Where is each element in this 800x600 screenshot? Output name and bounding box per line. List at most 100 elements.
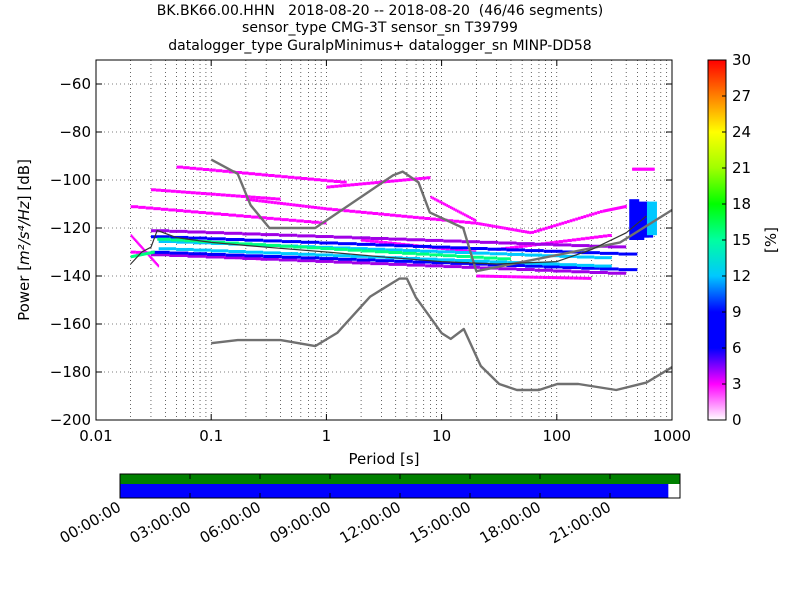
heatmap-cell — [463, 213, 466, 217]
heatmap-cell — [288, 218, 297, 222]
heatmap-cell — [150, 229, 170, 233]
heatmap-cell — [402, 251, 416, 255]
heatmap-cell — [374, 240, 379, 244]
heatmap-cell — [470, 255, 484, 259]
heatmap-cell — [255, 196, 261, 200]
heatmap-cell — [449, 205, 452, 209]
heatmap-cell — [311, 220, 319, 224]
heatmap-cell — [494, 274, 499, 278]
heatmap-cell — [607, 208, 609, 212]
y-axis-label-suffix: ] [dB] — [15, 159, 33, 201]
heatmap-cell — [498, 267, 517, 271]
heatmap-cell — [412, 215, 419, 219]
heatmap-cell — [268, 174, 275, 177]
heatmap-cell — [210, 249, 229, 253]
heatmap-cell — [527, 243, 533, 247]
heatmap-cell — [470, 216, 473, 220]
heatmap-cell — [599, 210, 603, 214]
heatmap-cell — [265, 196, 271, 200]
heatmap-cell — [252, 243, 267, 247]
heatmap-cell — [360, 210, 367, 214]
heatmap-cell — [575, 217, 578, 221]
heatmap-cell — [261, 173, 269, 177]
heatmap-cell — [635, 167, 637, 171]
heatmap-cell — [489, 260, 508, 264]
heatmap-cell — [306, 246, 321, 250]
heatmap-cell — [620, 205, 623, 209]
heatmap-cell — [580, 237, 586, 241]
heatmap-cell — [648, 167, 650, 171]
heatmap-cell — [529, 275, 534, 279]
heatmap-cell — [155, 188, 161, 192]
heatmap-cell — [184, 239, 199, 243]
heatmap-cell — [437, 250, 455, 254]
heatmap-cell — [553, 269, 572, 273]
heatmap-cell — [450, 246, 469, 250]
y-tick-label: −180 — [50, 363, 91, 381]
heatmap-cell — [509, 246, 515, 250]
heatmap-cell — [499, 225, 502, 229]
heatmap-cell — [190, 210, 199, 214]
heatmap-cell — [525, 275, 530, 279]
heatmap-cell — [458, 210, 461, 214]
timeline-tick-label: 21:00:00 — [547, 498, 614, 547]
heatmap-cell — [602, 209, 605, 213]
heatmap-column — [646, 201, 657, 236]
heatmap-cell — [442, 202, 445, 206]
heatmap-cell — [170, 238, 185, 242]
heatmap-cell — [443, 239, 462, 243]
heatmap-cell — [445, 247, 450, 251]
heatmap-cell — [431, 245, 451, 249]
heatmap-cell — [193, 248, 211, 252]
heatmap-cell — [340, 180, 347, 184]
heatmap-cell — [485, 274, 490, 278]
heatmap-cell — [350, 183, 355, 187]
heatmap-cell — [580, 215, 584, 219]
heatmap-cell — [175, 190, 181, 194]
heatmap-cell — [446, 204, 449, 208]
heatmap-cell — [544, 226, 548, 230]
heatmap-cell — [512, 228, 515, 232]
heatmap-cell — [622, 205, 625, 209]
y-axis-label: Power [m²/s⁴/Hz] [dB] — [15, 159, 33, 321]
heatmap-cell — [432, 196, 434, 200]
y-tick-label: −120 — [50, 219, 91, 237]
heatmap-cell — [342, 184, 347, 188]
heatmap-cell — [609, 208, 612, 212]
heatmap-cell — [365, 239, 370, 243]
heatmap-cell — [158, 247, 177, 251]
heatmap-cell — [241, 171, 249, 175]
heatmap-cell — [361, 249, 375, 253]
heatmap-cell — [558, 222, 562, 226]
heatmap-cell — [650, 167, 653, 171]
heatmap-cell — [465, 214, 468, 218]
heatmap-cell — [554, 240, 559, 244]
heatmap-cell — [533, 230, 537, 234]
heatmap-cell — [332, 254, 351, 258]
heatmap-cell — [534, 242, 554, 246]
heatmap-cell — [594, 211, 598, 215]
heatmap-cell — [187, 254, 206, 258]
heatmap-cell — [506, 264, 526, 267]
heatmap-cell — [514, 228, 517, 232]
heatmap-cell — [451, 206, 454, 210]
heatmap-cell — [135, 254, 137, 258]
heatmap-cell — [536, 229, 540, 233]
heatmap-cell — [142, 247, 145, 251]
heatmap-cell — [378, 180, 383, 184]
heatmap-cell — [488, 224, 492, 228]
heatmap-cell — [454, 248, 459, 252]
heatmap-cell — [472, 259, 490, 263]
heatmap-cell — [235, 194, 241, 198]
heatmap-cell — [176, 165, 184, 169]
heatmap-cell — [607, 245, 627, 249]
colorbar: 0 3 6 9 12 15 18 21 24 27 30 [%] — [707, 51, 780, 429]
heatmap-cell — [394, 259, 413, 263]
heatmap-cell — [435, 198, 438, 202]
heatmap-cell — [205, 192, 211, 196]
heatmap-cell — [542, 275, 548, 279]
heatmap-cell — [642, 167, 644, 171]
heatmap-cell — [649, 167, 651, 171]
heatmap-cell — [326, 185, 331, 189]
heatmap-cell — [205, 255, 225, 259]
